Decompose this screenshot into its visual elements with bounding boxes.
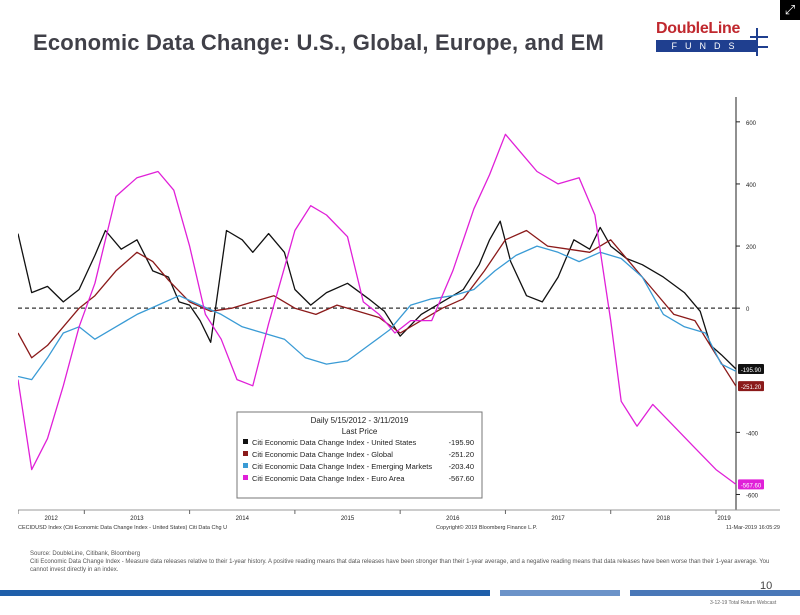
doubleline-logo: DoubleLine FUNDS xyxy=(652,18,772,64)
series-line xyxy=(17,133,737,485)
legend-title: Daily 5/15/2012 - 3/11/2019 xyxy=(311,416,409,425)
y-tick-label: 200 xyxy=(746,245,757,251)
legend-entry-label: Citi Economic Data Change Index - Euro A… xyxy=(252,474,405,483)
page-title: Economic Data Change: U.S., Global, Euro… xyxy=(33,30,605,55)
y-tick-label: 0 xyxy=(746,307,750,313)
x-tick-label: 2016 xyxy=(446,516,460,522)
series-line xyxy=(17,220,737,370)
last-value-tag xyxy=(738,381,764,392)
legend-entry-value: -203.40 xyxy=(449,462,474,471)
y-tick-label: 600 xyxy=(746,121,757,127)
timestamp-caption: 11-Mar-2019 16:05:29 xyxy=(726,525,780,531)
x-tick-label: 2013 xyxy=(130,516,144,522)
legend-swatch xyxy=(243,451,248,456)
source-note: Source: DoubleLine, Citibank, Bloomberg … xyxy=(30,550,770,574)
legend-entry-label: Citi Economic Data Change Index - United… xyxy=(252,438,416,447)
last-value-label: -195.90 xyxy=(741,368,762,374)
legend-swatch xyxy=(243,463,248,468)
y-tick-label: 400 xyxy=(746,183,757,189)
legend-entry-value: -567.60 xyxy=(449,474,474,483)
footer-note: 3-12-19 Total Return Webcast xyxy=(710,600,777,606)
index-description: Citi Economic Data Change Index - Measur… xyxy=(30,559,770,573)
legend-subtitle: Last Price xyxy=(342,427,378,436)
logo-funds-bar: FUNDS xyxy=(656,40,758,52)
footer-bar xyxy=(0,590,800,596)
series-line xyxy=(17,229,737,387)
y-tick-label: -400 xyxy=(746,431,759,437)
x-tick-label: 2014 xyxy=(236,516,250,522)
page-number: 10 xyxy=(760,580,773,592)
logo-wordmark: DoubleLine xyxy=(656,20,741,37)
last-value-label: -251.20 xyxy=(741,385,762,391)
copyright-caption: Copyright© 2019 Bloomberg Finance L.P. xyxy=(436,524,538,531)
last-value-tag xyxy=(738,479,764,490)
x-tick-label: 2017 xyxy=(551,516,565,522)
source-line: Source: DoubleLine, Citibank, Bloomberg xyxy=(30,551,141,557)
chart-area: 600 400 200 0 -400 -600 2012 2013 2014 2015 2016 20… xyxy=(17,97,780,537)
last-value-tag xyxy=(738,363,764,374)
bloomberg-caption: CECIDUSD Index (Citi Economic Data Chang… xyxy=(18,525,227,531)
legend-swatch xyxy=(243,475,248,480)
x-tick-label: 2019 xyxy=(717,516,731,522)
legend-entry-value: -251.20 xyxy=(449,450,474,459)
line-chart: 600 400 200 0 -400 -600 2012 2013 2014 2015 2016 20… xyxy=(17,97,780,531)
x-tick-label: 2018 xyxy=(657,516,671,522)
last-value-label: -567.60 xyxy=(741,483,762,489)
legend-entry-label: Citi Economic Data Change Index - Emergi… xyxy=(252,462,432,471)
x-tick-label: 2012 xyxy=(44,516,58,522)
legend-box xyxy=(236,411,483,499)
logo-grid-mark xyxy=(750,28,770,56)
legend-swatch xyxy=(243,439,248,444)
legend-entry-label: Citi Economic Data Change Index - Global xyxy=(252,450,393,459)
y-tick-label: -600 xyxy=(746,493,759,499)
series-line xyxy=(17,245,737,381)
expand-icon[interactable]: ⤢ xyxy=(780,0,800,20)
x-tick-label: 2015 xyxy=(341,516,355,522)
legend-entry-value: -195.90 xyxy=(449,438,474,447)
